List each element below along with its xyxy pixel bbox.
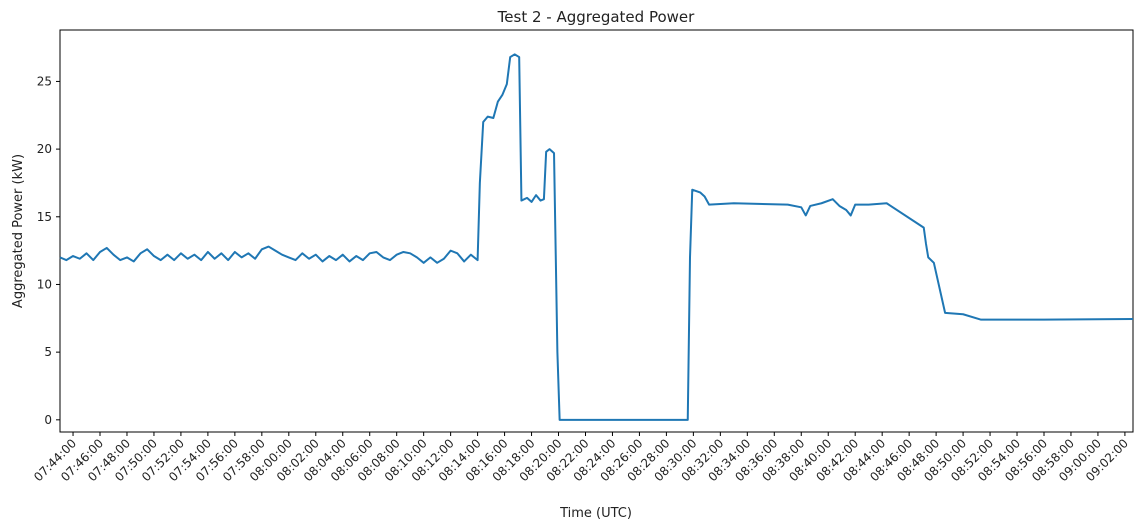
plot-frame [59,29,1134,433]
y-tick-label: 15 [37,210,52,224]
y-tick-label: 10 [37,277,52,291]
y-axis-label: Aggregated Power (kW) [11,154,26,308]
y-tick-label: 25 [37,74,52,88]
x-axis-label: Time (UTC) [559,506,632,521]
y-tick-label: 20 [37,142,52,156]
y-tick-label: 5 [44,345,52,359]
chart-title: Test 2 - Aggregated Power [497,8,695,26]
data-line [59,53,1134,421]
y-tick-label: 0 [44,413,52,427]
